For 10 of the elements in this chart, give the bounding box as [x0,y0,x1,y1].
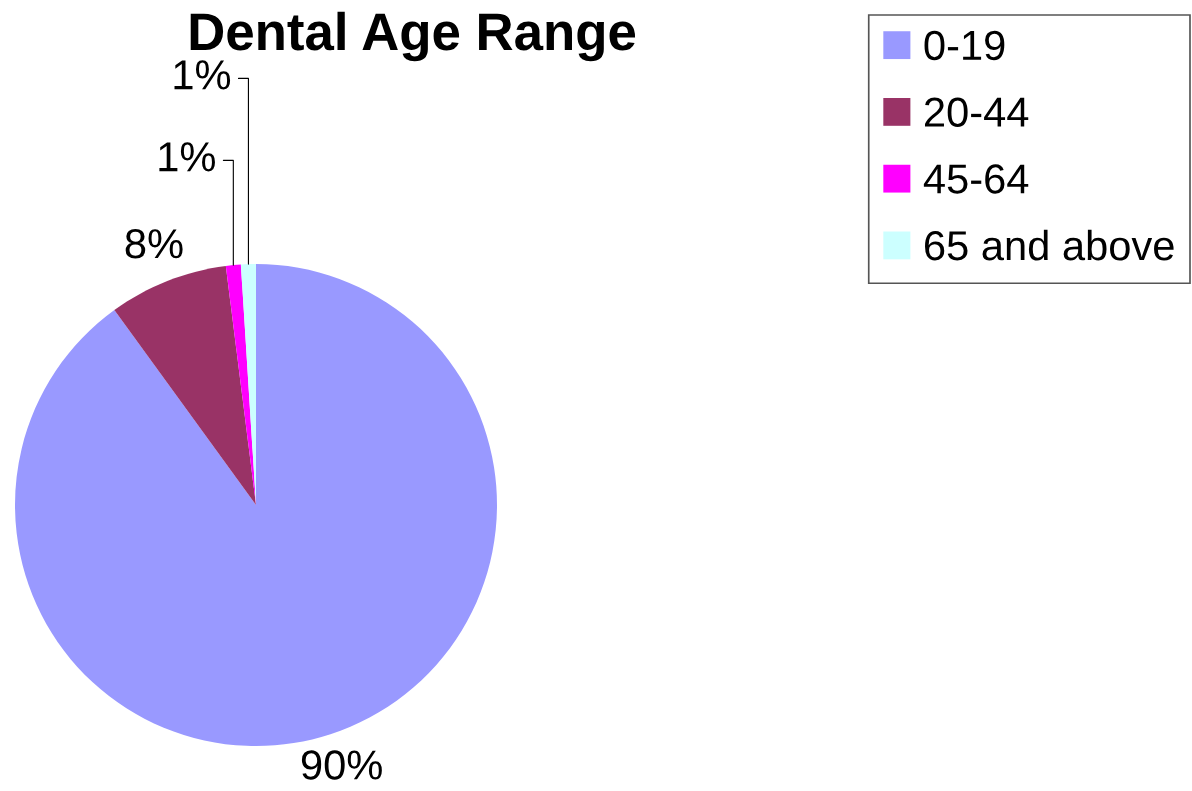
data-label: 1% [174,60,231,90]
data-label: 8% [125,228,183,259]
legend-label: 45-64 [923,164,1029,194]
pie-slice [114,265,256,505]
legend-label: 65 and above [925,229,1174,261]
pie-slice [15,264,497,746]
legend-label: 20-44 [924,97,1029,127]
data-label: 1% [159,142,215,172]
data-label: 90% [301,750,382,780]
legend-label: 0-19 [924,30,1005,61]
